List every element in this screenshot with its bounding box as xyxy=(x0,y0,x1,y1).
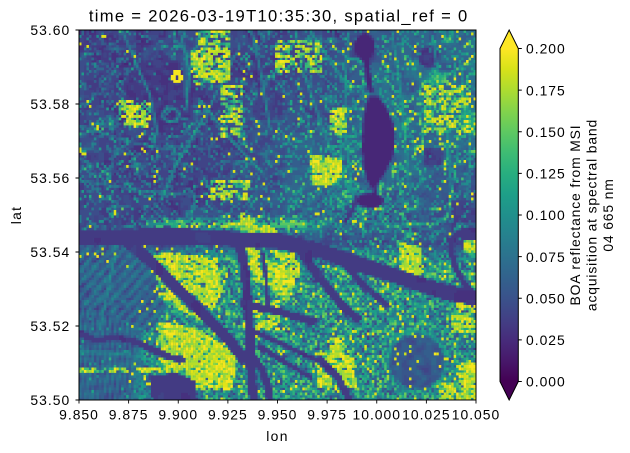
svg-text:acquisition at spectral band: acquisition at spectral band xyxy=(584,119,600,311)
svg-text:53.50: 53.50 xyxy=(30,392,70,408)
svg-text:53.56: 53.56 xyxy=(30,170,70,186)
svg-text:53.58: 53.58 xyxy=(30,96,70,112)
svg-text:53.54: 53.54 xyxy=(30,244,70,260)
svg-text:0.050: 0.050 xyxy=(526,290,566,306)
svg-text:9.975: 9.975 xyxy=(307,406,347,422)
svg-text:0.200: 0.200 xyxy=(526,41,566,57)
svg-text:lon: lon xyxy=(266,428,288,444)
svg-text:53.60: 53.60 xyxy=(30,22,70,38)
svg-text:0.125: 0.125 xyxy=(526,166,566,182)
svg-text:10.025: 10.025 xyxy=(402,406,451,422)
svg-text:9.950: 9.950 xyxy=(258,406,298,422)
svg-text:04 665 nm: 04 665 nm xyxy=(600,178,616,251)
svg-text:0.150: 0.150 xyxy=(526,124,566,140)
svg-text:10.050: 10.050 xyxy=(452,406,501,422)
svg-text:0.100: 0.100 xyxy=(526,207,566,223)
svg-text:0.175: 0.175 xyxy=(526,82,566,98)
svg-text:0.025: 0.025 xyxy=(526,332,566,348)
svg-text:BOA reflectance from MSI: BOA reflectance from MSI xyxy=(567,125,583,306)
svg-text:0.075: 0.075 xyxy=(526,249,566,265)
svg-text:10.000: 10.000 xyxy=(353,406,402,422)
svg-text:time = 2026-03-19T10:35:30, sp: time = 2026-03-19T10:35:30, spatial_ref … xyxy=(89,7,469,26)
svg-text:9.850: 9.850 xyxy=(59,406,99,422)
svg-text:53.52: 53.52 xyxy=(30,318,70,334)
svg-text:lat: lat xyxy=(8,206,24,225)
svg-text:9.900: 9.900 xyxy=(158,406,198,422)
svg-text:9.925: 9.925 xyxy=(208,406,248,422)
svg-text:0.000: 0.000 xyxy=(526,374,566,390)
svg-text:9.875: 9.875 xyxy=(109,406,149,422)
